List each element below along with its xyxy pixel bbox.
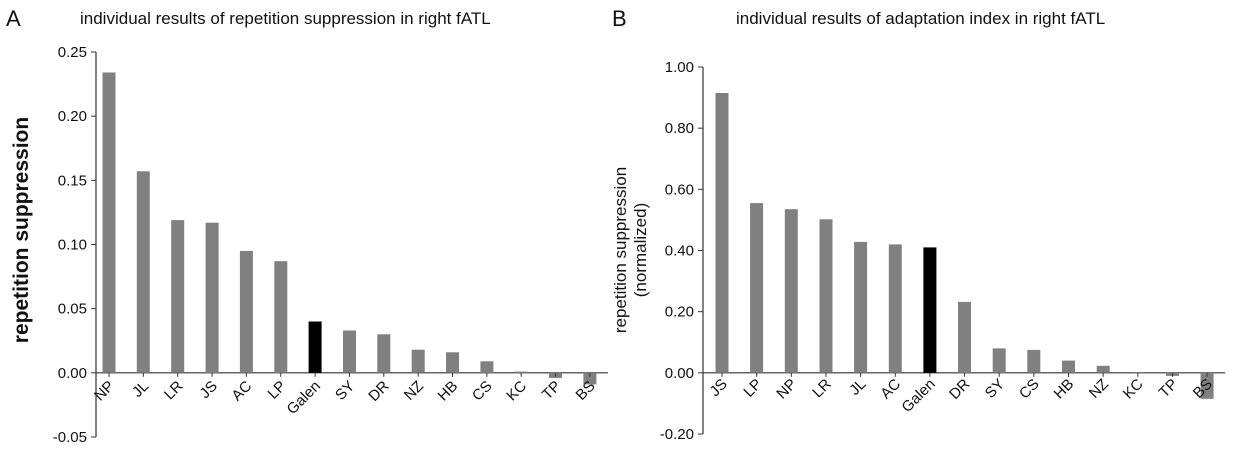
panel-b-x-tick-label: SY bbox=[982, 376, 1008, 402]
panel-a-x-tick-label: DR bbox=[365, 378, 392, 405]
panel-b-bar-js bbox=[715, 93, 729, 373]
panel-a-title: individual results of repetition suppres… bbox=[80, 9, 491, 28]
panel-b-bar-sy bbox=[992, 348, 1006, 373]
panel-a-x-tick-label: LP bbox=[265, 378, 290, 403]
panel-b-bar-ac bbox=[888, 244, 902, 373]
panel-a-y-tick-label: 0.15 bbox=[58, 172, 87, 189]
panel-a-bar-cs bbox=[480, 361, 494, 373]
panel-a-x-tick-label: SY bbox=[332, 378, 358, 404]
panel-a-x-tick-label: JL bbox=[129, 378, 152, 401]
panel-b-y-tick-label: 0.40 bbox=[665, 243, 694, 260]
panel-b-y-tick-label: 1.00 bbox=[665, 59, 694, 76]
panel-b-bar-jl bbox=[854, 241, 868, 373]
panel-a-y-tick-label: 0.00 bbox=[58, 365, 87, 382]
panel-a-x-tick-label: NZ bbox=[401, 378, 427, 404]
panel-b-bar-np bbox=[784, 209, 798, 373]
panel-b-x-tick-label: HB bbox=[1051, 376, 1078, 403]
panel-b-x-tick-label: LR bbox=[809, 376, 835, 402]
panel-b-x-tick-label: JS bbox=[706, 376, 730, 400]
panel-a-bar-lp bbox=[274, 261, 288, 373]
panel-a-x-tick-label: NP bbox=[91, 378, 118, 405]
panel-b-x-tick-label: KC bbox=[1120, 376, 1147, 403]
panel-b-x-tick-label: AC bbox=[877, 376, 904, 403]
panel-a-bar-sy bbox=[343, 330, 356, 373]
panel-a-y-tick-label: 0.20 bbox=[58, 108, 87, 125]
panel-b-x-tick-label: Galen bbox=[898, 376, 938, 416]
panel-a-bar-ac bbox=[239, 250, 253, 373]
panel-a-bar-np bbox=[102, 72, 116, 373]
panel-a-y-tick-label: 0.25 bbox=[58, 44, 87, 61]
panel-b-bar-lr bbox=[819, 219, 833, 373]
panel-b-y-tick-label: -0.20 bbox=[660, 426, 694, 443]
panel-a-bar-jl bbox=[136, 171, 150, 373]
panel-a-y-tick-label: -0.05 bbox=[53, 429, 87, 446]
panel-a-x-tick-label: KC bbox=[503, 378, 530, 405]
panel-b-letter: B bbox=[612, 6, 627, 31]
panel-b-title: individual results of adaptation index i… bbox=[736, 9, 1105, 28]
panel-b-ylabel-line1: repetition suppression bbox=[611, 167, 630, 333]
panel-b-x-tick-label: CS bbox=[1016, 376, 1043, 403]
panel-b-x-tick-label: NZ bbox=[1086, 376, 1112, 402]
panel-b-x-tick-label: JL bbox=[846, 376, 869, 399]
panel-b-y-tick-label: 0.20 bbox=[665, 304, 694, 321]
panel-a-x-tick-label: LR bbox=[161, 378, 187, 404]
panel-a-x-tick-label: HB bbox=[435, 378, 462, 405]
panel-a-x-tick-label: CS bbox=[469, 378, 496, 405]
panel-a-bar-js bbox=[205, 222, 219, 373]
panel-a-x-tick-label: Galen bbox=[284, 378, 324, 418]
panel-a-bar-bs bbox=[583, 372, 597, 385]
panel-b-y-tick-label: 0.60 bbox=[665, 181, 694, 198]
panel-b-bar-lp bbox=[750, 203, 764, 373]
panel-a-bar-nz bbox=[411, 349, 425, 373]
panel-b-bar-dr bbox=[958, 301, 971, 373]
panel-a-bar-kc bbox=[514, 371, 528, 373]
panel-a-bar-galen bbox=[308, 321, 322, 373]
panel-b-y-tick-label: 0.80 bbox=[665, 120, 694, 137]
panel-b-x-tick-label: LP bbox=[740, 376, 765, 401]
panel-a-x-tick-label: TP bbox=[539, 378, 565, 404]
panel-b-bar-galen bbox=[923, 247, 937, 373]
panel-b-x-tick-label: TP bbox=[1156, 376, 1182, 402]
panel-a-bar-hb bbox=[446, 352, 459, 373]
panel-b-bar-nz bbox=[1096, 365, 1110, 373]
panel-b-bar-hb bbox=[1062, 360, 1075, 373]
panel-a-x-tick-label: AC bbox=[228, 378, 255, 405]
panel-b-bar-cs bbox=[1027, 349, 1041, 373]
panel-a-x-tick-label: JS bbox=[196, 378, 220, 402]
panel-b-plot: -0.20 0.00 0.20 0.40 0.60 0.80 1.00 JS LP NP LR JL A… bbox=[660, 59, 1226, 443]
panel-a-plot: -0.05 0.00 0.05 0.10 0.15 0.20 0.25 NP JL LR JS AC L… bbox=[53, 44, 608, 446]
panel-b-x-tick-label: DR bbox=[946, 376, 973, 403]
panel-a-letter: A bbox=[6, 6, 21, 31]
panel-a-y-tick-label: 0.05 bbox=[58, 301, 87, 318]
panel-a-bar-dr bbox=[377, 334, 391, 373]
panel-b-x-tick-label: NP bbox=[773, 376, 800, 403]
panel-b-y-tick-label: 0.00 bbox=[665, 365, 694, 382]
panel-a-y-tick-label: 0.10 bbox=[58, 237, 87, 254]
panel-b-ylabel-line2: (normalized) bbox=[631, 203, 650, 297]
panel-a-bar-lr bbox=[171, 220, 185, 373]
panel-a-ylabel: repetition suppression bbox=[10, 117, 33, 343]
panel-b-bar-bs bbox=[1200, 372, 1214, 399]
